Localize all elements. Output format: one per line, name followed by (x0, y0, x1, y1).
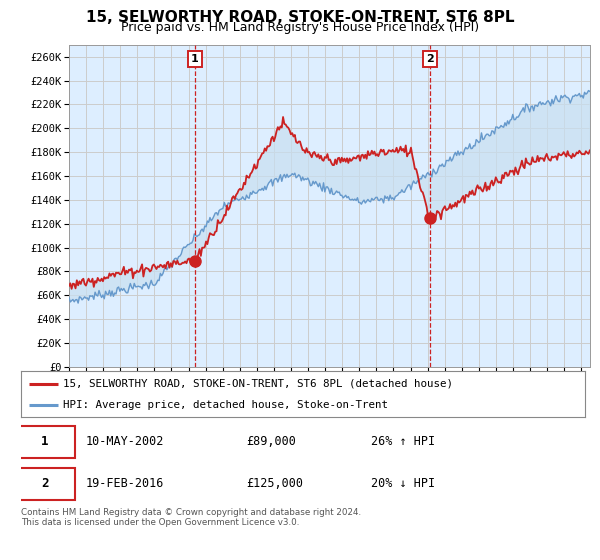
Text: 19-FEB-2016: 19-FEB-2016 (86, 477, 164, 491)
FancyBboxPatch shape (14, 426, 75, 458)
Text: Price paid vs. HM Land Registry's House Price Index (HPI): Price paid vs. HM Land Registry's House … (121, 21, 479, 34)
Text: £125,000: £125,000 (247, 477, 304, 491)
Text: 15, SELWORTHY ROAD, STOKE-ON-TRENT, ST6 8PL: 15, SELWORTHY ROAD, STOKE-ON-TRENT, ST6 … (86, 10, 514, 25)
Text: HPI: Average price, detached house, Stoke-on-Trent: HPI: Average price, detached house, Stok… (64, 400, 388, 410)
Text: 10-MAY-2002: 10-MAY-2002 (86, 435, 164, 449)
Text: 2: 2 (41, 477, 49, 491)
Text: £89,000: £89,000 (247, 435, 296, 449)
Text: 1: 1 (41, 435, 49, 449)
FancyBboxPatch shape (14, 468, 75, 500)
Text: 26% ↑ HPI: 26% ↑ HPI (371, 435, 435, 449)
Text: 2: 2 (426, 54, 434, 64)
Text: 20% ↓ HPI: 20% ↓ HPI (371, 477, 435, 491)
Text: 15, SELWORTHY ROAD, STOKE-ON-TRENT, ST6 8PL (detached house): 15, SELWORTHY ROAD, STOKE-ON-TRENT, ST6 … (64, 379, 454, 389)
Text: Contains HM Land Registry data © Crown copyright and database right 2024.
This d: Contains HM Land Registry data © Crown c… (21, 508, 361, 528)
Text: 1: 1 (191, 54, 199, 64)
